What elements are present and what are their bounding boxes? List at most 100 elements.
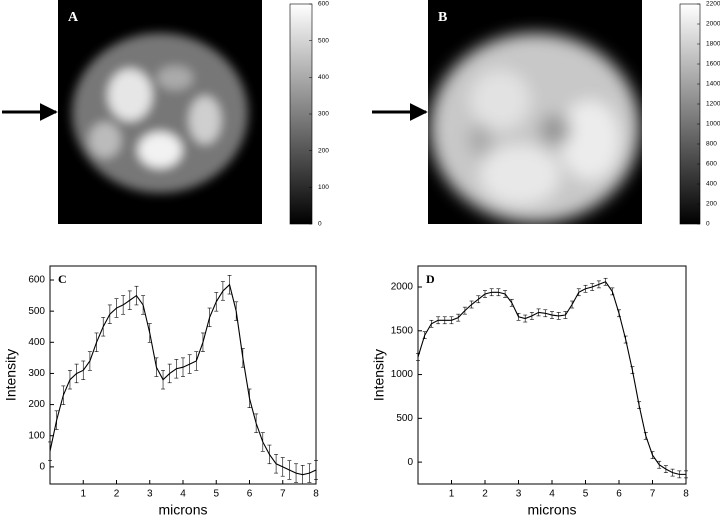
error-bar: [214, 292, 219, 312]
image-blob: [189, 96, 221, 144]
error-bar: [529, 312, 534, 320]
y-tick-label: 1000: [391, 369, 414, 380]
error-bar: [570, 300, 575, 309]
x-tick-label: 5: [213, 489, 219, 500]
colorbar-tick-label: 2000: [706, 21, 720, 28]
error-bar: [260, 432, 265, 452]
panel-label: C: [58, 272, 67, 286]
error-bar: [469, 300, 474, 309]
error-bar: [623, 335, 628, 344]
image-blob: [480, 145, 560, 205]
image-blob: [157, 66, 193, 90]
error-bar: [174, 359, 179, 379]
error-bar: [267, 444, 272, 465]
colorbar-tick-label: 500: [318, 37, 329, 44]
image-blob: [72, 33, 248, 193]
error-bar: [503, 290, 508, 298]
x-tick-label: 4: [549, 489, 555, 500]
colorbar-tick-label: 1200: [706, 101, 720, 108]
error-bar: [677, 470, 682, 479]
image-blob: [89, 122, 121, 158]
x-tick-label: 7: [280, 489, 286, 500]
y-tick-label: 300: [28, 368, 45, 379]
error-bar: [240, 348, 245, 368]
error-bar: [247, 388, 252, 409]
error-bar: [54, 410, 59, 430]
error-bar: [287, 460, 292, 480]
error-bar: [280, 457, 285, 477]
colorbar-tick-label: 600: [318, 1, 329, 8]
image-blob: [108, 69, 152, 121]
x-tick-label: 6: [247, 489, 253, 500]
x-axis-label: microns: [527, 502, 576, 518]
image-blob: [560, 100, 620, 180]
y-tick-label: 0: [39, 462, 45, 473]
error-bar: [563, 311, 568, 319]
x-axis-label: microns: [158, 502, 207, 518]
error-bar: [436, 316, 441, 325]
colorbar: [289, 3, 313, 225]
x-tick-label: 8: [683, 489, 689, 500]
error-bar: [536, 308, 541, 317]
colorbar-tick-label: 400: [318, 74, 329, 81]
error-bar: [663, 465, 668, 473]
error-bar: [94, 332, 99, 352]
error-bar: [583, 284, 588, 293]
error-bar: [161, 370, 166, 390]
error-bar: [167, 363, 172, 384]
image-content: [72, 33, 248, 193]
error-bar: [610, 287, 615, 296]
plot-frame: [417, 265, 687, 485]
error-bar: [509, 298, 514, 307]
error-bar: [543, 309, 548, 318]
error-bar: [48, 441, 52, 461]
colorbar-tick-label: 800: [706, 141, 717, 148]
error-bar: [489, 288, 494, 297]
error-bar: [462, 306, 467, 315]
x-tick-label: 8: [313, 489, 319, 500]
error-bar: [141, 295, 146, 315]
error-bar: [596, 280, 601, 289]
error-bar: [576, 288, 581, 297]
error-bar: [227, 275, 232, 295]
error-bar: [207, 307, 212, 328]
error-bar: [422, 331, 427, 339]
error-bar: [194, 351, 199, 371]
image-blob: [470, 70, 530, 130]
error-bar: [187, 354, 192, 374]
y-tick-label: 500: [28, 306, 45, 317]
error-bar: [107, 304, 112, 324]
colorbar-tick-label: 1000: [706, 121, 720, 128]
data-line: [49, 283, 317, 476]
x-tick-label: 4: [180, 489, 186, 500]
y-tick-label: 0: [407, 457, 413, 468]
error-bar: [234, 301, 239, 321]
error-bar: [590, 283, 595, 291]
error-bar: [200, 332, 205, 352]
error-bar: [483, 290, 487, 298]
colorbar: [679, 3, 701, 225]
colorbar-tick-label: 200: [706, 201, 717, 208]
error-bar: [657, 460, 662, 469]
error-bar: [523, 314, 528, 323]
panel-label: D: [426, 272, 435, 286]
error-bar: [630, 366, 635, 374]
colorbar-tick-label: 300: [318, 111, 329, 118]
colorbar-tick-label: 0: [706, 221, 710, 228]
y-tick-label: 1500: [391, 325, 414, 336]
x-tick-label: 5: [583, 489, 589, 500]
error-bar: [274, 454, 279, 474]
error-bar: [603, 277, 608, 286]
error-bar: [127, 290, 132, 310]
error-bar: [617, 309, 621, 318]
error-bar: [456, 313, 461, 322]
error-bar: [449, 316, 454, 325]
error-bar: [74, 363, 79, 384]
y-tick-label: 200: [28, 399, 45, 410]
x-tick-label: 3: [516, 489, 522, 500]
image-content: [430, 33, 640, 223]
error-bar: [147, 323, 152, 343]
colorbar-tick-label: 400: [706, 181, 717, 188]
x-tick-label: 1: [449, 489, 455, 500]
